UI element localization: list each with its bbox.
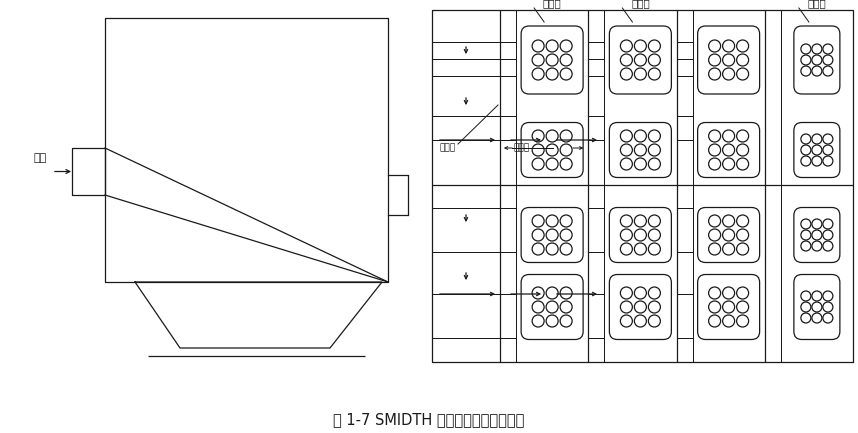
Text: 图 1-7 SMIDTH 公司侧进气方式示意图: 图 1-7 SMIDTH 公司侧进气方式示意图 <box>333 413 525 427</box>
Text: 阻流板: 阻流板 <box>514 143 530 152</box>
Text: 进气: 进气 <box>33 153 46 163</box>
Text: 扩散室: 扩散室 <box>631 0 650 8</box>
Text: 扩散室: 扩散室 <box>807 0 826 8</box>
Text: 分布板: 分布板 <box>440 143 456 152</box>
Text: 扩散室: 扩散室 <box>543 0 561 8</box>
